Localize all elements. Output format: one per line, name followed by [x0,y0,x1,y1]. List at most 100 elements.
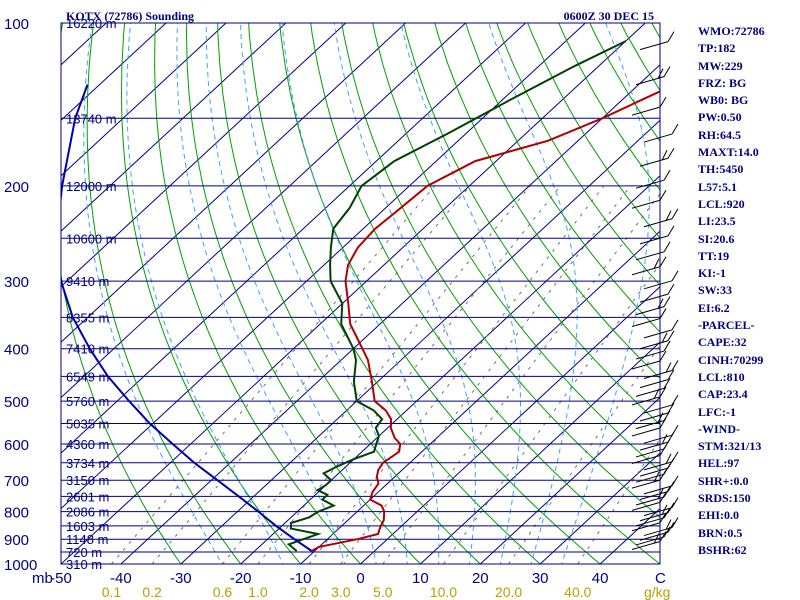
pressure-tick-label: 200 [4,179,29,196]
index-entry: -WIND- [698,421,740,436]
moist-adiabat-line [176,23,346,564]
temperature-tick-label: -50 [50,570,72,587]
mixing-ratio-tick-label: 0.2 [142,584,162,600]
mixing-ratio-unit-label: g/kg [644,584,670,600]
wind-barb [639,369,675,389]
temperature-tick-label: -10 [290,570,312,587]
indices-panel: WMO:72786 TP:182 MW:229 FRZ: BG WB0: BG PW:0.… [698,23,798,559]
index-entry: BRN:0.5 [698,525,743,540]
dry-adiabat-line [86,23,242,564]
wind-barb [635,410,671,430]
index-entry: SI:20.6 [698,231,735,246]
mixing-ratio-tick-label: 0.1 [102,584,122,600]
moist-adiabat-line [561,23,650,564]
temperature-tick-label: 20 [472,570,489,587]
index-entry: TT:19 [698,248,730,263]
moist-adiabat-line [239,23,408,564]
temperature-tick-label: 10 [412,570,429,587]
index-entry: EHI:0.0 [698,508,740,523]
isotherm-line [180,119,660,564]
wind-barb [639,402,675,422]
index-entry: -PARCEL- [698,318,755,333]
mixing-ratio-tick-label: 40.0 [564,584,591,600]
index-entry: CAP:23.4 [698,387,748,402]
dry-adiabat-line [120,23,302,564]
index-entry: RH:64.5 [698,127,741,142]
wind-barb [631,350,667,370]
wind-barb [631,189,667,209]
moist-adiabat-line [83,23,223,564]
isotherm-line [61,23,527,454]
mixing-ratio-tick-label: 2.0 [299,584,319,600]
dry-adiabat-line [279,23,601,564]
index-entry: LI:23.5 [698,214,736,229]
pressure-tick-label: 700 [4,473,29,490]
moist-adiabat-line [205,23,377,564]
index-entry: MAXT:14.0 [698,145,759,160]
isotherm-line [419,341,660,564]
pressure-tick-label: 800 [4,505,29,522]
wind-barb [639,522,675,541]
temperature-tick-label: -20 [230,570,252,587]
temperature-unit-label: C [655,570,666,587]
moist-adiabat-line [281,23,440,564]
wind-barb [643,394,679,414]
height-label: 1148 m [66,532,108,547]
height-label: 10600 m [66,231,117,246]
wind-barb [635,340,671,360]
mixing-ratio-line [382,192,660,564]
index-entry: WB0: BG [698,93,749,108]
wind-barbs [631,31,679,550]
mixing-ratio-tick-label: 3.0 [331,584,351,600]
isotherm-line [61,23,407,343]
index-entry: HEL:97 [698,456,740,471]
wind-barb [643,270,679,290]
index-entry: TH:5450 [698,162,744,177]
mixing-ratio-tick-label: 10.0 [430,584,457,600]
wind-barb [643,208,679,228]
wind-barb [643,475,679,495]
index-entry: SW:33 [698,283,733,298]
wind-barb [643,319,679,339]
wind-barb [639,225,675,245]
height-label: 720 m [66,545,102,560]
height-label: 5035 m [66,417,109,432]
index-entry: BSHR:62 [698,542,747,557]
height-label: 6549 m [66,369,109,384]
pressure-tick-label: 300 [4,274,29,291]
height-label: 3150 m [66,473,109,488]
index-entry: STM:321/13 [698,439,762,454]
temperature-tick-label: -40 [110,570,132,587]
temperature-tick-label: 0 [356,570,364,587]
wind-barb [635,169,671,189]
wind-barb [643,497,679,517]
isotherm-line [61,23,647,564]
mixing-ratio-line [111,185,436,564]
wind-barb [643,360,679,379]
isotherm-line [539,452,660,564]
moist-adiabat-line [126,23,284,564]
mixing-ratio-line [340,185,631,564]
height-label: 3734 m [66,456,109,471]
height-label: 5760 m [66,394,109,409]
wind-barb [639,148,675,167]
pressure-tick-label: 100 [4,16,29,33]
title-left: KOTX (72786) Sounding [66,9,194,23]
isotherm-line [61,23,347,288]
mixing-ratio-tick-label: 5.0 [373,584,393,600]
wind-barb [635,241,671,261]
pressure-tick-label: 400 [4,342,29,359]
isotherm-line [61,23,167,121]
wind-barb [643,424,679,444]
dry-adiabat-line [185,23,422,564]
mixing-ratio-tick-label: 20.0 [495,584,522,600]
index-entry: WMO:72786 [698,24,765,38]
isotherm-line [61,23,587,510]
wind-barb [643,123,679,143]
index-entry: PW:0.50 [698,110,742,125]
index-entry: SHR+:0.0 [698,473,749,488]
index-entry: EI:6.2 [698,300,730,315]
pressure-tick-label: 900 [4,532,29,549]
index-entry: MW:229 [698,58,743,73]
